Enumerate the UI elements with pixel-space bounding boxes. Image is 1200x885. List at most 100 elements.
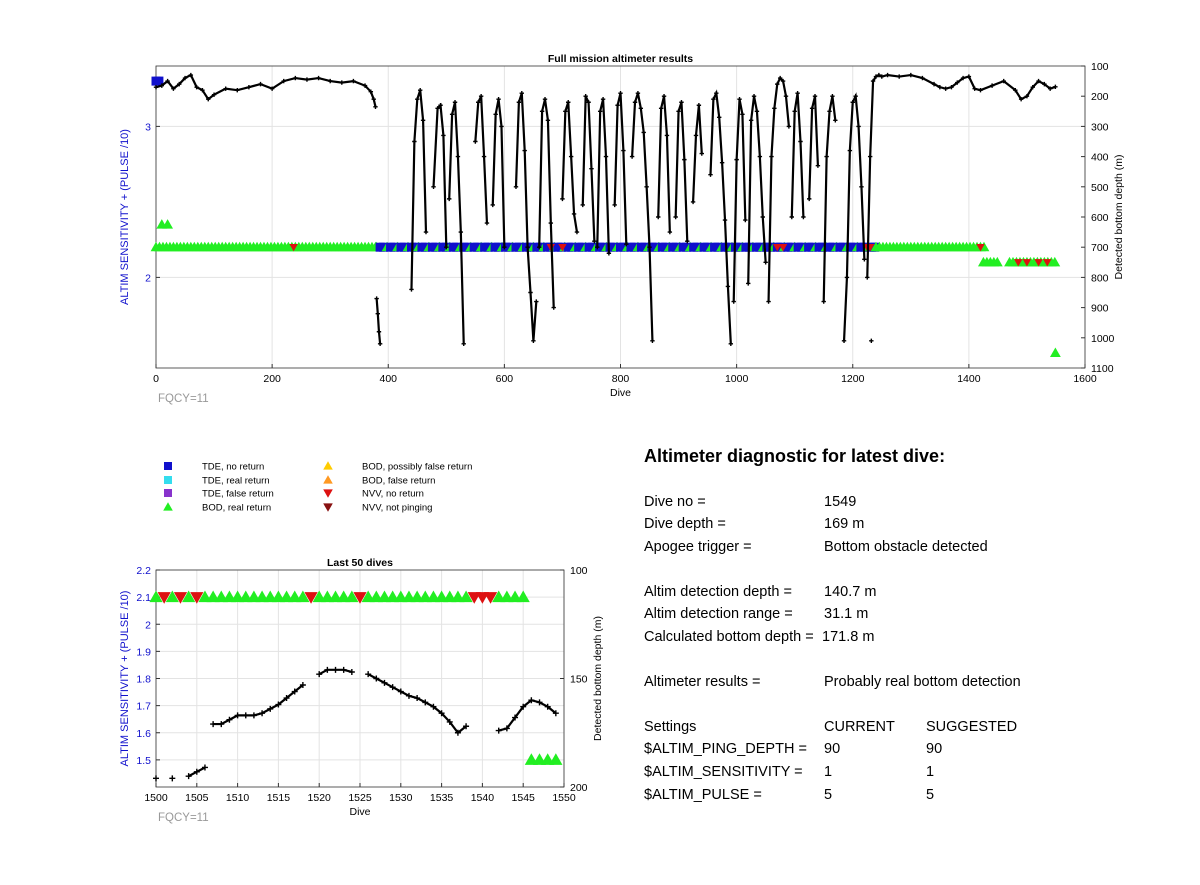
chart2-depth-point (512, 714, 519, 721)
chart2-depth-line (498, 698, 557, 732)
chart1-depth-point (717, 115, 722, 120)
chart1-altim-marker (773, 244, 782, 252)
chart1-depth-point (600, 97, 606, 102)
chart1-depth-point (371, 97, 376, 102)
chart1-depth-point (1001, 78, 1006, 84)
chart1-altim-marker (797, 242, 807, 252)
chart1-altim-marker (807, 242, 817, 252)
chart1-depth-line (709, 89, 732, 344)
chart1-depth-point (978, 87, 983, 93)
legend-label: BOD, possibly false return (362, 462, 472, 473)
settings-header-suggested: SUGGESTED (926, 719, 1018, 735)
chart1-depth-point (972, 86, 977, 91)
legend-label: TDE, no return (202, 462, 264, 473)
chart1-depth-point (644, 184, 649, 189)
chart1-depth-line (410, 89, 428, 290)
chart1-depth-point (528, 290, 533, 295)
chart1-depth-point (865, 275, 870, 280)
chart1-depth-point (368, 89, 374, 94)
chart2-depth-point (340, 666, 347, 673)
chart1-depth-point (580, 202, 585, 208)
legend-label: BOD, false return (362, 476, 435, 487)
chart2-depth-point (373, 675, 380, 682)
diag-value-dive-depth: 169 m (824, 516, 865, 532)
chart1-depth-point (566, 100, 571, 105)
chart1-x-tick-label: 1400 (957, 373, 981, 385)
chart2-altim-marker (304, 592, 318, 604)
chart1-y-left-tick-label: 2 (145, 272, 151, 284)
diag-label-results: Altimeter results = (644, 674, 761, 690)
chart1-depth-point (748, 118, 754, 123)
chart2-depth-point (405, 692, 412, 699)
chart1-depth-point (830, 94, 835, 99)
chart2-x-tick-label: 1525 (348, 792, 372, 804)
chart2-x-tick-label: 1515 (267, 792, 291, 804)
chart2-depth-point (291, 688, 298, 695)
diag-label-dive-no: Dive no = (644, 494, 706, 510)
chart2-depth-point (438, 710, 445, 717)
chart1-depth-point (676, 109, 681, 114)
chart1-depth-point (751, 94, 757, 99)
chart1-depth-point (772, 106, 777, 111)
chart1-depth-line (842, 92, 866, 341)
chart1-y-right-tick-label: 300 (1091, 121, 1109, 133)
chart1-depth-point (539, 109, 545, 114)
chart1-altim-marker (462, 242, 472, 252)
chart2-x-tick-label: 1535 (430, 792, 454, 804)
chart1-altim-marker (640, 242, 650, 252)
diag-label-apogee: Apogee trigger = (644, 539, 752, 555)
chart2-altim-marker (190, 592, 204, 604)
chart1-depth-line (538, 98, 555, 308)
chart2-x-tick-label: 1530 (389, 792, 413, 804)
chart1-altim-marker (838, 242, 848, 252)
legend-label: TDE, false return (202, 489, 274, 500)
chart1-depth-point (153, 84, 159, 90)
chart2-x-tick-label: 1520 (308, 792, 332, 804)
chart2-altim-marker (157, 592, 171, 604)
chart1-depth-point (568, 154, 574, 159)
chart1-depth-point (656, 214, 661, 220)
chart1-depth-point (632, 100, 638, 105)
chart2-depth-point (397, 688, 404, 695)
chart1-x-tick-label: 600 (496, 373, 514, 385)
chart1-altim-marker (734, 242, 744, 252)
setting-current-sensitivity: 1 (824, 764, 833, 780)
legend-marker-bod-real-return (163, 502, 173, 511)
chart1-depth-point (376, 329, 382, 334)
chart1-depth-point (783, 94, 789, 99)
chart2-depth-point (267, 705, 274, 712)
chart1-depth-point (499, 124, 504, 129)
chart1-x-axis-label: Dive (610, 387, 631, 399)
chart1-altim-marker (692, 242, 702, 252)
chart1-depth-point (545, 118, 551, 123)
chart2-y-left-tick-label: 1.5 (136, 755, 151, 767)
chart1-depth-point (757, 154, 763, 159)
chart1-depth-point (571, 211, 577, 217)
chart1-depth-point (661, 94, 667, 99)
chart2-y-left-tick-label: 2 (145, 619, 151, 631)
legend-label: NVV, no return (362, 489, 424, 500)
chart1-depth-point (586, 100, 591, 105)
chart1-altim-marker (723, 242, 733, 252)
chart1-y-right-tick-label: 600 (1091, 212, 1109, 224)
chart1-depth-line (375, 298, 382, 344)
chart1-depth-point (943, 86, 948, 91)
chart1-depth-point (537, 245, 542, 250)
chart1-altim-marker (473, 242, 483, 252)
chart1-y-right-tick-label: 1100 (1091, 363, 1114, 375)
chart1-altim-marker (577, 242, 587, 252)
chart2-depth-point (169, 775, 176, 782)
chart1-altim-marker (389, 242, 399, 252)
chart1-depth-point (769, 154, 774, 159)
chart1-depth-point (621, 148, 626, 153)
chart1-depth-line (596, 98, 610, 254)
chart2-depth-point (495, 727, 502, 734)
chart1-depth-point (447, 196, 452, 202)
chart1-depth-point (496, 97, 501, 102)
chart1-depth-point (375, 311, 380, 316)
chart1-altim-marker (558, 244, 567, 252)
chart1-depth-point (658, 106, 664, 111)
chart2-depth-point (389, 684, 396, 691)
chart2-depth-point (381, 679, 388, 686)
diag-label-bottom-depth: Calculated bottom depth = (644, 629, 814, 645)
